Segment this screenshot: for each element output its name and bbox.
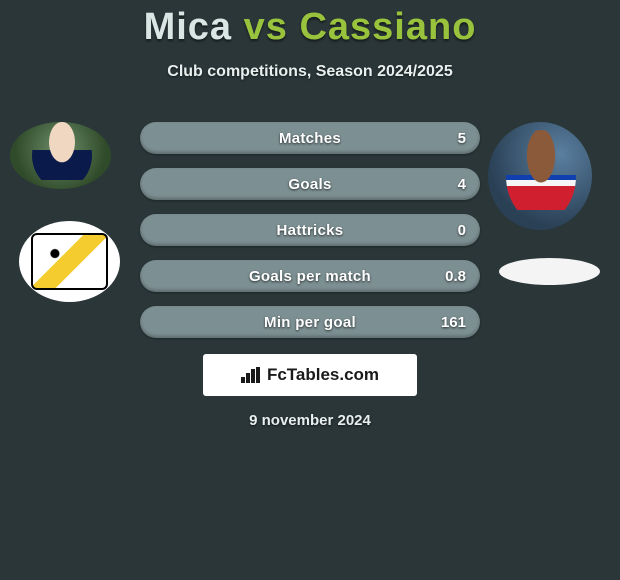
brand-text: FcTables.com <box>267 365 379 385</box>
stat-value: 161 <box>441 314 466 331</box>
stat-value: 0 <box>458 222 466 239</box>
stat-bar: Hattricks 0 <box>140 214 480 246</box>
stat-label: Min per goal <box>264 314 356 331</box>
stat-label: Goals per match <box>249 268 371 285</box>
player1-avatar <box>10 122 111 189</box>
stat-bar: Goals 4 <box>140 168 480 200</box>
player2-avatar <box>488 122 592 230</box>
player1-club-badge <box>19 221 120 302</box>
stat-bar: Min per goal 161 <box>140 306 480 338</box>
stat-label: Hattricks <box>277 222 344 239</box>
comparison-title: Mica vs Cassiano <box>0 0 620 49</box>
stat-label: Matches <box>279 130 341 147</box>
season-subtitle: Club competitions, Season 2024/2025 <box>0 63 620 81</box>
player2-name: Cassiano <box>299 6 476 48</box>
stat-bar: Matches 5 <box>140 122 480 154</box>
stat-label: Goals <box>288 176 331 193</box>
brand-watermark: FcTables.com <box>203 354 417 396</box>
player1-name: Mica <box>144 6 232 48</box>
stat-value: 0.8 <box>445 268 466 285</box>
bar-chart-icon <box>241 367 261 383</box>
player2-club-badge <box>499 258 600 285</box>
stats-bars: Matches 5 Goals 4 Hattricks 0 Goals per … <box>140 122 480 352</box>
stat-value: 4 <box>458 176 466 193</box>
stat-bar: Goals per match 0.8 <box>140 260 480 292</box>
snapshot-date: 9 november 2024 <box>0 412 620 429</box>
vs-separator: vs <box>244 6 288 48</box>
stat-value: 5 <box>458 130 466 147</box>
